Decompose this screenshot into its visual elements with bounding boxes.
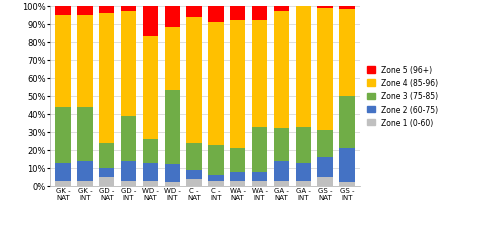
Bar (296, 163, 311, 181)
Bar (296, 7, 311, 127)
Bar (252, 127, 267, 172)
Bar (186, 143, 202, 170)
Bar (78, 16, 92, 107)
Bar (208, 7, 224, 23)
Bar (230, 181, 246, 186)
Bar (318, 177, 332, 186)
Bar (143, 181, 158, 186)
Bar (56, 181, 70, 186)
Bar (121, 161, 136, 181)
Bar (186, 17, 202, 143)
Bar (164, 91, 180, 165)
Bar (296, 127, 311, 163)
Bar (56, 7, 70, 16)
Bar (99, 177, 114, 186)
Bar (340, 148, 354, 183)
Bar (230, 172, 246, 181)
Bar (143, 37, 158, 140)
Bar (252, 7, 267, 21)
Bar (274, 161, 289, 181)
Bar (208, 145, 224, 175)
Bar (274, 129, 289, 161)
Bar (230, 7, 246, 21)
Bar (252, 181, 267, 186)
Bar (230, 148, 246, 172)
Bar (56, 107, 70, 163)
Bar (99, 14, 114, 143)
Bar (274, 12, 289, 129)
Bar (274, 7, 289, 12)
Bar (78, 7, 92, 16)
Bar (56, 163, 70, 181)
Bar (186, 170, 202, 179)
Bar (121, 181, 136, 186)
Bar (143, 163, 158, 181)
Bar (208, 23, 224, 145)
Bar (340, 96, 354, 148)
Bar (252, 21, 267, 127)
Bar (143, 7, 158, 37)
Bar (164, 165, 180, 183)
Bar (56, 16, 70, 107)
Bar (208, 181, 224, 186)
Bar (78, 181, 92, 186)
Bar (99, 7, 114, 14)
Bar (274, 181, 289, 186)
Bar (318, 131, 332, 158)
Bar (121, 7, 136, 12)
Bar (164, 183, 180, 186)
Bar (340, 7, 354, 10)
Bar (186, 179, 202, 186)
Legend: Zone 5 (96+), Zone 4 (85-96), Zone 3 (75-85), Zone 2 (60-75), Zone 1 (0-60): Zone 5 (96+), Zone 4 (85-96), Zone 3 (75… (367, 66, 438, 127)
Bar (318, 158, 332, 177)
Bar (164, 7, 180, 28)
Bar (78, 161, 92, 181)
Bar (143, 140, 158, 163)
Bar (164, 28, 180, 91)
Bar (208, 175, 224, 181)
Bar (340, 10, 354, 96)
Bar (340, 183, 354, 186)
Bar (230, 21, 246, 148)
Bar (78, 107, 92, 161)
Bar (99, 168, 114, 177)
Bar (318, 7, 332, 9)
Bar (121, 12, 136, 116)
Bar (99, 143, 114, 168)
Bar (296, 181, 311, 186)
Bar (252, 172, 267, 181)
Bar (186, 7, 202, 17)
Bar (121, 116, 136, 161)
Bar (318, 9, 332, 131)
